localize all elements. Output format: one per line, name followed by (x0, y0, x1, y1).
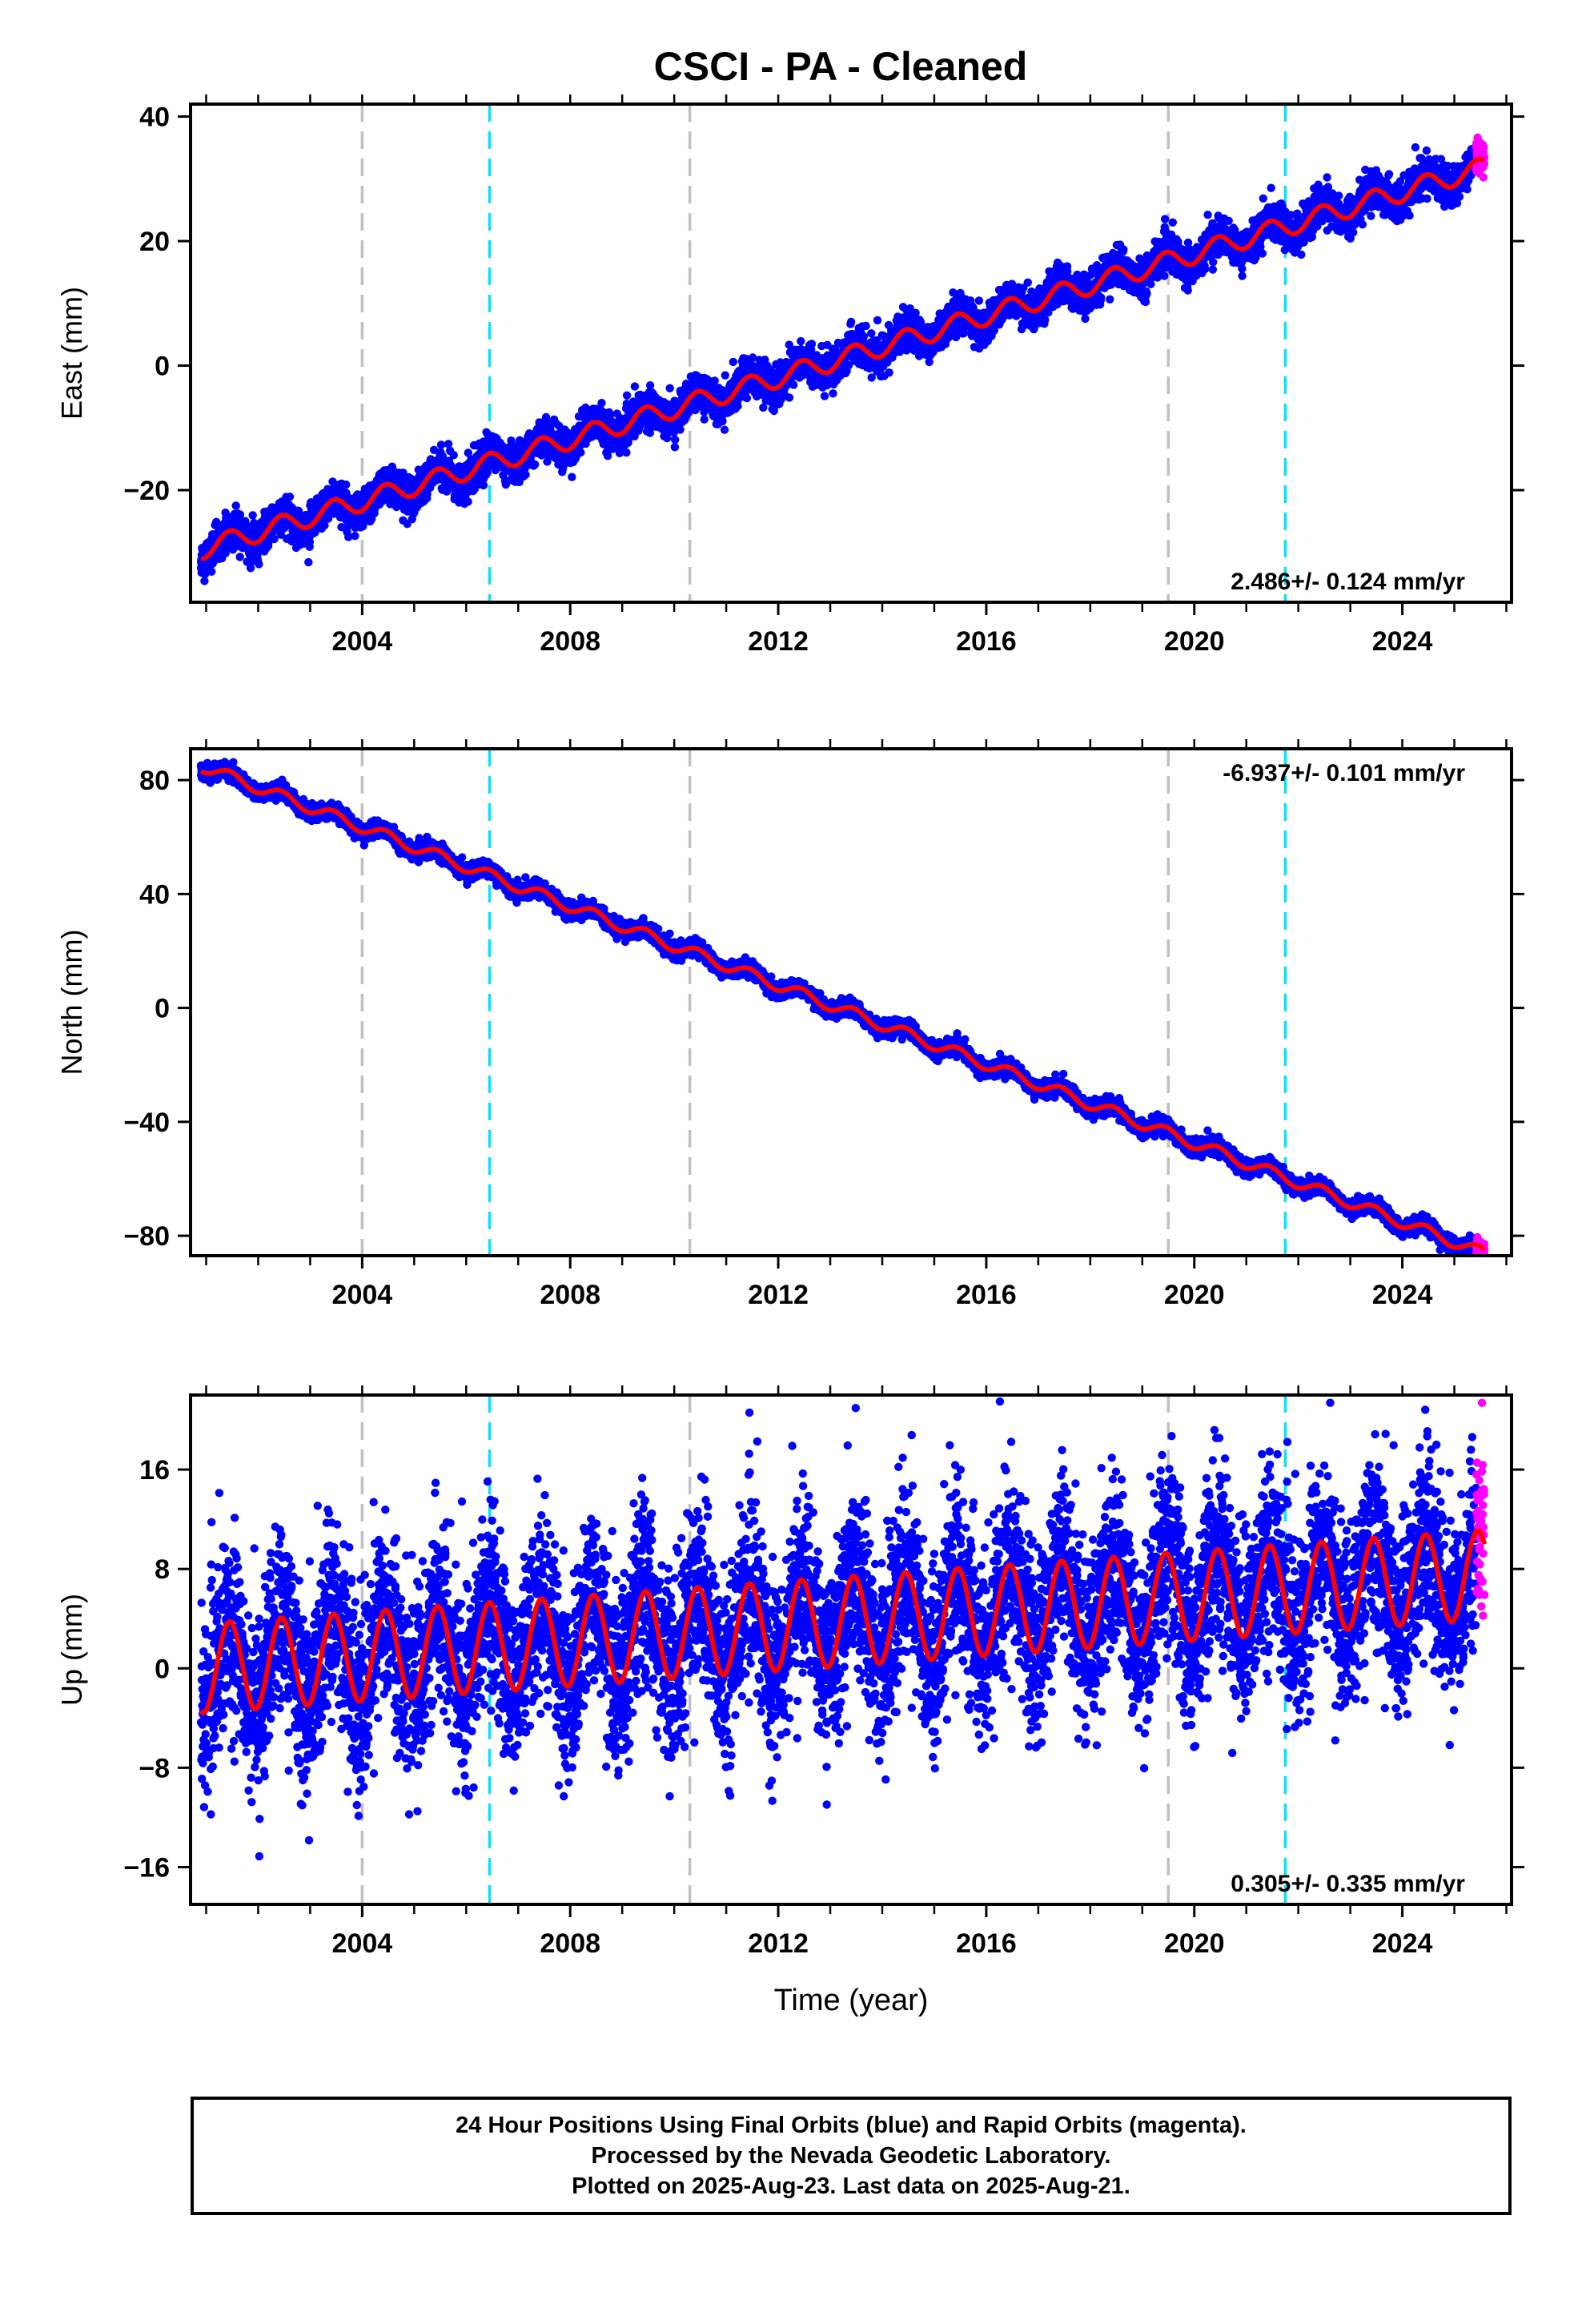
final-orbit-point (320, 521, 329, 530)
final-orbit-point (829, 389, 837, 398)
final-orbit-point (399, 468, 408, 477)
final-orbit-point (797, 336, 805, 346)
final-orbit-point (789, 380, 798, 389)
final-orbit-point (630, 382, 640, 391)
final-orbit-point (248, 511, 257, 520)
final-orbit-point (720, 425, 729, 434)
final-orbit-point (622, 448, 631, 457)
final-orbit-point (925, 357, 934, 367)
final-orbit-point (742, 393, 752, 403)
final-orbit-point (733, 401, 742, 411)
final-orbit-point (305, 537, 315, 546)
final-orbit-point (785, 393, 794, 402)
final-orbit-point (235, 553, 244, 561)
final-orbit-point (255, 560, 263, 569)
final-orbit-point (344, 533, 353, 541)
final-orbit-point (665, 384, 674, 392)
final-orbit-point (718, 416, 727, 426)
final-orbit-point (622, 391, 632, 400)
figure-title: CSCI - PA - Cleaned (654, 44, 1028, 89)
final-orbit-point (285, 493, 295, 501)
final-orbit-point (436, 440, 446, 449)
final-orbit-point (568, 472, 576, 481)
final-orbit-point (521, 470, 530, 479)
final-orbit-point (304, 557, 313, 567)
final-orbit-point (873, 316, 882, 325)
final-orbit-point (846, 317, 856, 327)
final-orbit-point (231, 501, 240, 510)
final-orbit-point (530, 460, 540, 469)
final-orbit-point (576, 448, 585, 457)
final-orbit-point (449, 451, 458, 460)
final-orbit-point (729, 357, 737, 367)
final-orbit-point (328, 477, 337, 486)
final-orbit-point (311, 528, 319, 537)
final-orbit-point (235, 510, 245, 519)
final-orbit-point (464, 497, 472, 506)
final-orbit-point (861, 321, 870, 331)
final-orbit-point (243, 557, 251, 566)
final-orbit-point (597, 399, 606, 408)
final-orbit-point (807, 340, 817, 348)
final-orbit-point (959, 329, 968, 338)
final-orbit-point (270, 534, 279, 544)
final-orbit-point (212, 517, 221, 526)
final-orbit-point (710, 376, 719, 385)
final-orbit-point (246, 564, 255, 573)
final-orbit-point (207, 567, 216, 576)
final-orbit-point (676, 425, 685, 434)
final-orbit-point (670, 443, 680, 452)
final-orbit-point (663, 433, 672, 443)
final-orbit-point (721, 371, 729, 380)
final-orbit-point (276, 530, 286, 539)
final-orbit-point (885, 368, 893, 377)
final-orbit-point (351, 532, 359, 541)
final-orbit-point (974, 296, 984, 305)
final-orbit-point (342, 480, 351, 489)
final-orbit-point (867, 329, 876, 338)
final-orbit-point (671, 435, 680, 444)
final-orbit-point (200, 577, 209, 585)
final-orbit-point (820, 392, 829, 400)
final-orbit-point (700, 415, 709, 424)
